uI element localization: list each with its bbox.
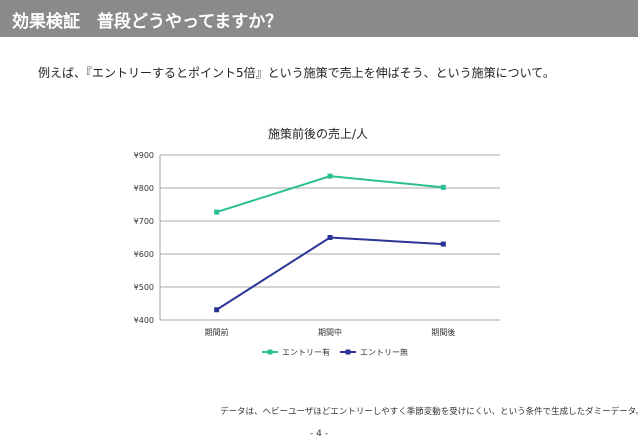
data-point — [327, 173, 333, 179]
x-tick-label: 期間後 — [431, 327, 455, 337]
y-tick-label: ¥600 — [134, 250, 154, 259]
legend-marker — [267, 349, 273, 355]
data-point — [214, 307, 220, 313]
y-tick-label: ¥700 — [134, 217, 154, 226]
x-tick-label: 期間前 — [205, 327, 229, 337]
subtitle: 例えば、『エントリーするとポイント5倍』という施策で売上を伸ばそう、という施策に… — [38, 66, 555, 80]
series-line — [216, 236, 444, 311]
legend-label: エントリー無 — [360, 347, 408, 357]
x-tick-label: 期間中 — [318, 327, 342, 337]
x-axis: 期間前 期間中 期間後 — [205, 327, 456, 337]
series-line — [216, 175, 444, 214]
header-bar: 効果検証 普段どうやってますか？ — [0, 0, 638, 37]
chart-title: 施策前後の売上/人 — [268, 126, 368, 141]
y-tick-label: ¥900 — [134, 151, 154, 160]
y-tick-label: ¥800 — [134, 184, 154, 193]
footnote: データは、ヘビーユーザほどエントリーしやすく季節変動を受けにくい、という条件で生… — [220, 407, 638, 417]
y-tick-label: ¥500 — [134, 283, 154, 292]
chart-legend: エントリー有 エントリー無 — [262, 347, 408, 357]
data-point — [440, 184, 446, 190]
data-point — [327, 235, 333, 240]
page-title: 効果検証 普段どうやってますか？ — [12, 12, 283, 32]
y-axis: ¥400 ¥500 ¥600 ¥700 ¥800 ¥900 — [134, 151, 154, 325]
page-number: - 4 - — [310, 429, 328, 439]
legend-label: エントリー有 — [282, 347, 330, 357]
data-point — [440, 241, 446, 247]
chart-series — [214, 173, 446, 313]
line-chart: 施策前後の売上/人 ¥400¥500¥600¥700¥800¥900 期間前 期間… — [134, 126, 500, 357]
legend-marker — [345, 349, 351, 355]
y-tick-label: ¥400 — [134, 316, 154, 325]
data-point — [214, 209, 220, 215]
